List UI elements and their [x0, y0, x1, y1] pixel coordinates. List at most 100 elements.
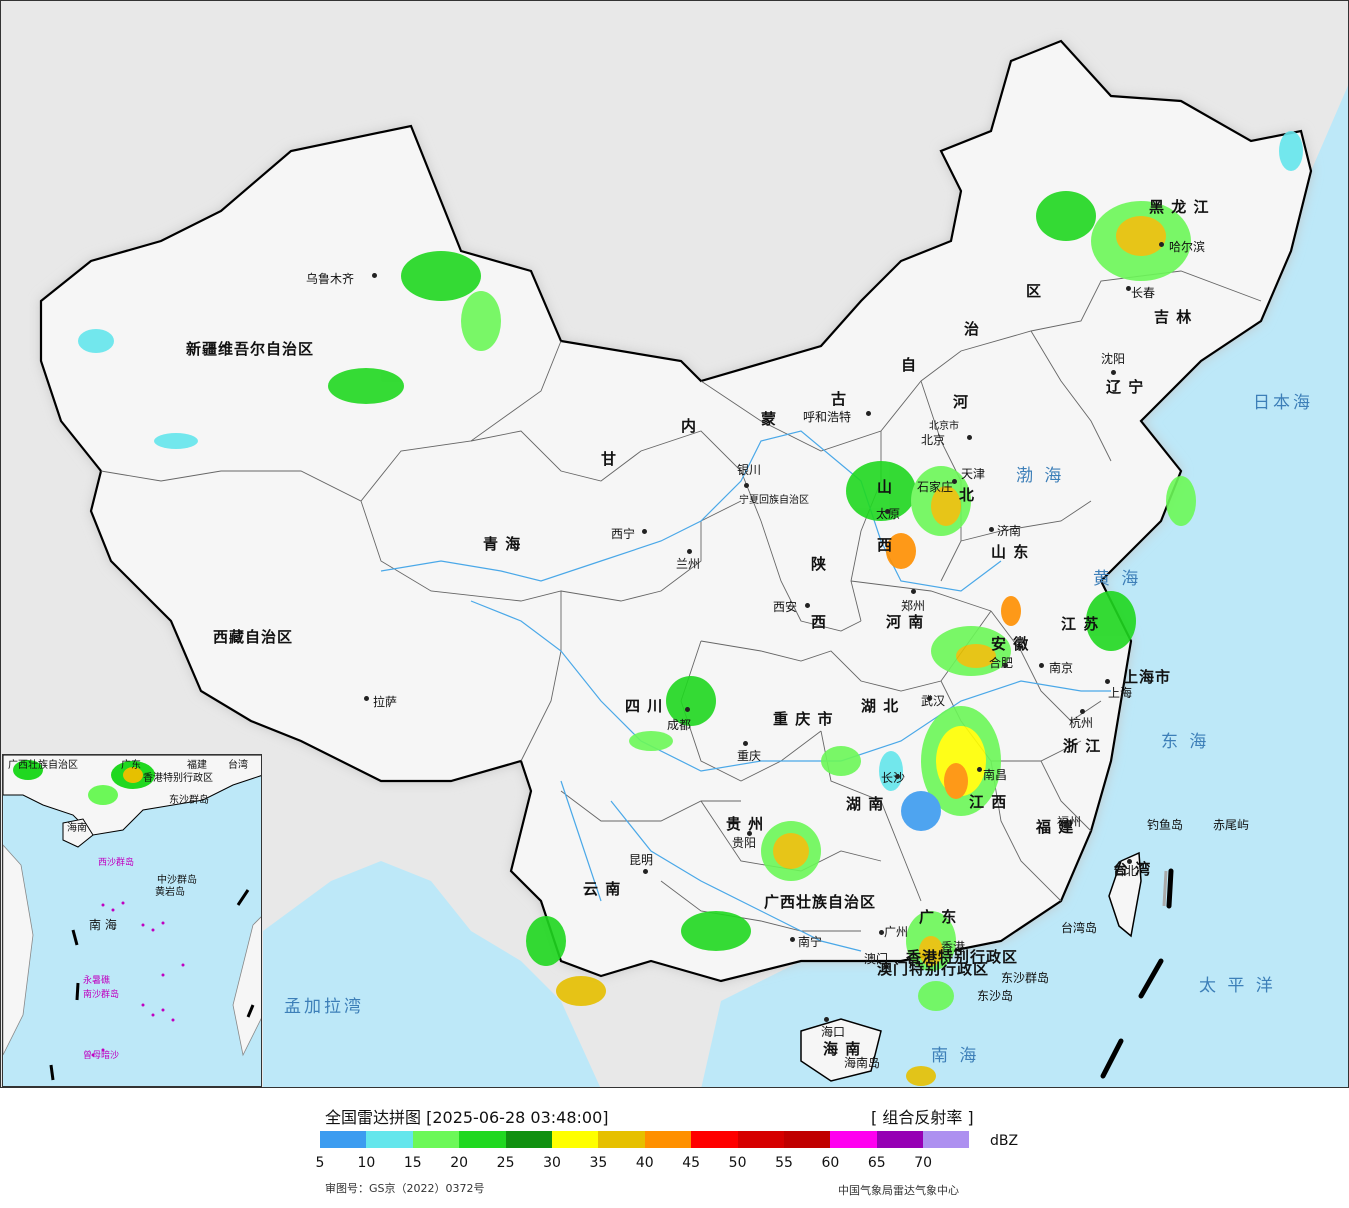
city-marker-guiyang[interactable]	[747, 831, 752, 836]
city-marker-shenyang[interactable]	[1111, 370, 1116, 375]
city-marker-hohhot[interactable]	[866, 411, 871, 416]
city-marker-kunming[interactable]	[643, 869, 648, 874]
color-scale	[320, 1131, 970, 1148]
provinces-label-xizang: 西藏自治区	[213, 628, 294, 646]
inset_labels-label-i-huangyan: 黄岩岛	[155, 887, 185, 898]
inset_labels-label-i-nanhai: 南 海	[89, 918, 117, 932]
inset-west-coast	[3, 844, 34, 1056]
cities-label-xian: 西安	[773, 600, 798, 614]
cities-label-macau-city: 澳门	[864, 952, 889, 966]
cities-label-nanjing: 南京	[1049, 661, 1074, 675]
city-marker-chongqing-city[interactable]	[743, 741, 748, 746]
provinces-label-neimenggu1: 内	[681, 417, 698, 435]
cities-label-chengdu: 成都	[667, 718, 692, 732]
provinces-label-yunnan: 云 南	[583, 880, 622, 898]
city-marker-hangzhou[interactable]	[1080, 709, 1085, 714]
city-marker-nanchang[interactable]	[977, 767, 982, 772]
provinces-label-shanxi: 山	[877, 478, 894, 496]
city-marker-nanjing[interactable]	[1039, 663, 1044, 668]
provinces-label-hubei: 湖 北	[861, 697, 900, 715]
islands-label-dongshadao: 东沙岛	[977, 989, 1014, 1003]
city-marker-wuhan[interactable]	[927, 696, 932, 701]
seas-label-mengjialawan: 孟加拉湾	[284, 997, 364, 1017]
islands-label-taiwandao: 台湾岛	[1061, 921, 1098, 935]
scale-tick-label: 30	[543, 1155, 561, 1171]
cities-label-guangzhou: 广州	[884, 925, 909, 939]
color-swatch-0	[320, 1131, 367, 1148]
color-swatch-5	[551, 1131, 599, 1148]
provinces-label-neimenggu4: 自	[901, 356, 918, 374]
map-approval-number: 审图号：GS京（2022）0372号	[325, 1182, 485, 1195]
radar-echoes	[78, 131, 1303, 1086]
radar-map[interactable]: 新疆维吾尔自治区 西藏自治区 青 海 甘 内 蒙 古 自 治 区 黑 龙 江吉 林辽 宁河北 山西 山 …	[0, 0, 1349, 1088]
city-marker-nanning[interactable]	[790, 937, 795, 942]
data-source: 中国气象局雷达气象中心	[838, 1184, 959, 1197]
seas-label-donghai: 东 海	[1161, 732, 1210, 752]
city-marker-changchun[interactable]	[1126, 286, 1131, 291]
rivers	[380, 430, 1111, 952]
cities-label-guiyang: 贵阳	[732, 836, 757, 850]
city-marker-harbin[interactable]	[1159, 242, 1164, 247]
provinces-label-shaanxi: 陕	[811, 555, 828, 573]
city-marker-shanghai-city[interactable]	[1105, 679, 1110, 684]
inset_labels-label-i-taiwan: 台湾	[228, 760, 248, 771]
city-marker-guangzhou[interactable]	[879, 930, 884, 935]
city-marker-haikou[interactable]	[824, 1017, 829, 1022]
cities-label-nanning: 南宁	[798, 935, 823, 949]
seas-label-bohai: 渤 海	[1016, 466, 1065, 486]
cities-label-hohhot: 呼和浩特	[803, 410, 852, 424]
city-marker-jinan[interactable]	[989, 527, 994, 532]
city-marker-lhasa[interactable]	[364, 696, 369, 701]
cities-label-beijing: 北京	[921, 433, 946, 447]
provinces-label-hainan: 海 南	[823, 1040, 862, 1058]
cities-label-chongqing-city: 重庆	[737, 749, 762, 763]
provinces-label-jilin: 吉 林	[1154, 308, 1193, 326]
color-swatch-4	[505, 1131, 552, 1148]
inset-land	[3, 755, 261, 836]
provinces-label-henan: 河 南	[886, 613, 925, 631]
color-swatch-2	[412, 1131, 460, 1148]
city-marker-hefei[interactable]	[1003, 663, 1008, 668]
scale-tick-label: 45	[682, 1155, 701, 1171]
city-marker-taibei[interactable]	[1127, 859, 1132, 864]
city-marker-chengdu[interactable]	[685, 707, 690, 712]
provinces-label-hunan: 湖 南	[846, 795, 885, 813]
provinces-label-macau: 澳门特别行政区	[877, 960, 990, 978]
cities-label-zhengzhou: 郑州	[901, 599, 926, 613]
islands-label-diaoyu: 钓鱼岛	[1147, 818, 1184, 832]
cities-label-haikou: 海口	[821, 1025, 846, 1039]
provinces-label-shandong: 山 东	[991, 543, 1030, 561]
color-swatch-6	[598, 1131, 645, 1148]
bay-of-bengal	[263, 861, 601, 1087]
cities-label-lanzhou: 兰州	[676, 557, 701, 571]
city-marker-xining[interactable]	[642, 529, 647, 534]
inset_labels-label-i-zhongsha: 中沙群岛	[157, 875, 197, 886]
city-marker-taiyuan[interactable]	[885, 509, 890, 514]
city-marker-changsha[interactable]	[895, 774, 900, 779]
seas-label-ribenhai: 日本海	[1253, 393, 1313, 413]
provinces-label-neimenggu6: 区	[1026, 282, 1043, 300]
city-marker-beijing[interactable]	[967, 435, 972, 440]
scale-tick-label: 5	[315, 1155, 325, 1171]
cities-label-hk: 香港	[941, 940, 966, 954]
scale-unit: dBZ	[990, 1133, 1019, 1149]
scale-tick-label: 55	[775, 1155, 793, 1171]
city-marker-shijiazhuang[interactable]	[952, 479, 957, 484]
city-marker-urumqi[interactable]	[372, 273, 377, 278]
city-marker-yinchuan[interactable]	[744, 483, 749, 488]
provinces-label-ningxia: 宁夏回族自治区	[739, 495, 809, 506]
islands-label-hainandao: 海南岛	[844, 1056, 881, 1070]
city-marker-fuzhou[interactable]	[1065, 823, 1070, 828]
provinces-label-shanxi2: 西	[877, 536, 894, 554]
provinces-label-tianjin: 天津	[961, 467, 986, 481]
color-swatch-13	[923, 1131, 970, 1148]
south-china-sea-inset[interactable]: 广西壮族自治区 广东 福建 台湾 香港特别行政区 东沙群岛 海南 西沙群岛 中沙群岛 黄岩岛南 海…	[2, 754, 262, 1087]
city-marker-lanzhou[interactable]	[687, 549, 692, 554]
city-marker-xian[interactable]	[805, 603, 810, 608]
provinces-label-shaanxi2: 西	[811, 613, 828, 631]
city-marker-zhengzhou[interactable]	[911, 589, 916, 594]
provinces-label-neimenggu5: 治	[964, 320, 981, 338]
provinces-label-hebei2: 北	[959, 486, 976, 504]
inset_labels-label-i-dongsha: 东沙群岛	[169, 795, 209, 806]
scale-tick-label: 70	[914, 1155, 933, 1171]
